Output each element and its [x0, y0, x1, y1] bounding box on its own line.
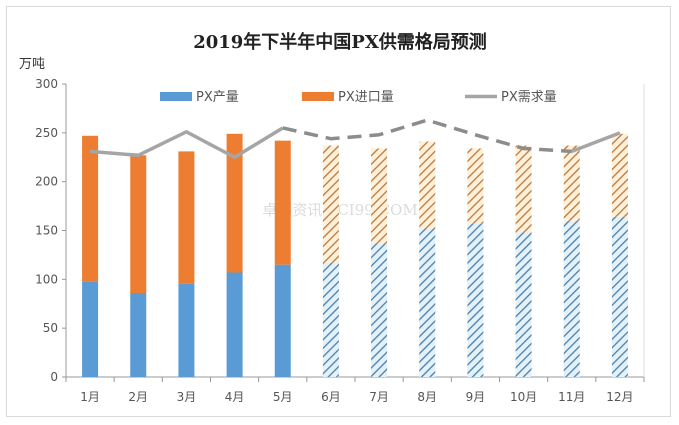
axes: 0 50 100 150 200 250 300 1月 2月 3月 4月 5月 6月 7月 8月 9月 10月 1… [35, 77, 645, 404]
legend-label: PX产量 [196, 90, 239, 105]
bar-px-production [82, 281, 99, 377]
bar-px-production [515, 232, 532, 377]
y-tick-label: 150 [35, 224, 58, 238]
bar-px-production [467, 223, 484, 377]
x-tick-label: 9月 [466, 390, 486, 404]
lines [89, 118, 621, 160]
bar-px-import [419, 141, 436, 229]
x-tick-label: 12月 [606, 390, 633, 404]
x-tick-label: 11月 [558, 390, 585, 404]
chart-frame [6, 6, 671, 417]
bar-px-production [419, 228, 436, 377]
bars [82, 133, 628, 377]
chart-title: 2019年下半年中国PX供需格局预测 [193, 31, 487, 53]
x-tick-label: 8月 [417, 390, 437, 404]
bar-px-production [611, 216, 628, 377]
y-axis-unit: 万吨 [19, 57, 45, 72]
bar-px-import [274, 140, 291, 265]
legend-swatch-px-production [160, 92, 192, 101]
bar-px-production [274, 264, 291, 377]
bar-px-import [130, 155, 147, 294]
x-tick-label: 5月 [273, 390, 293, 404]
bar-px-import [371, 148, 388, 244]
line-px-demand-end [571, 131, 621, 154]
x-tick-label: 3月 [177, 390, 197, 404]
y-tick-label: 50 [43, 321, 58, 335]
x-tick-label: 10月 [510, 390, 537, 404]
legend-swatch-px-import [302, 92, 334, 101]
bar-px-production [322, 262, 339, 377]
legend: PX产量 PX进口量 PX需求量 [160, 90, 557, 105]
y-tick-label: 200 [35, 175, 58, 189]
bar-px-import [226, 133, 243, 273]
legend-label: PX进口量 [338, 90, 394, 105]
y-tick-label: 0 [50, 370, 58, 384]
bar-px-production [130, 293, 147, 377]
bar-px-import [611, 133, 628, 217]
legend-label: PX需求量 [501, 90, 557, 105]
bar-px-import [467, 148, 484, 224]
bar-px-production [226, 272, 243, 377]
x-tick-label: 2月 [128, 390, 148, 404]
y-tick-label: 300 [35, 77, 58, 91]
y-tick-label: 100 [35, 272, 58, 286]
bar-px-import [178, 151, 195, 284]
line-px-demand-forecast [282, 118, 572, 154]
x-tick-label: 7月 [369, 390, 389, 404]
bar-px-import [563, 145, 580, 221]
line-px-demand-actual [89, 126, 284, 160]
bar-px-import [82, 135, 99, 282]
bar-px-production [563, 220, 580, 377]
bar-px-import [515, 145, 532, 233]
bar-px-import [322, 145, 339, 263]
bar-px-production [371, 243, 388, 377]
x-tick-label: 4月 [225, 390, 245, 404]
bar-px-production [178, 283, 195, 377]
x-tick-label: 1月 [80, 390, 100, 404]
x-tick-label: 6月 [321, 390, 341, 404]
y-tick-label: 250 [35, 126, 58, 140]
